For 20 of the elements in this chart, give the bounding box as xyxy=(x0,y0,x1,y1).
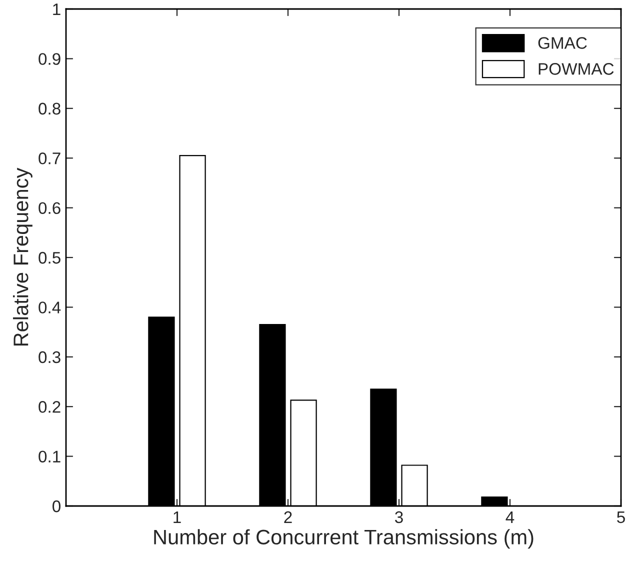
y-tick-label: 0.7 xyxy=(38,152,60,164)
y-tick-label: 0.6 xyxy=(38,202,60,214)
y-tick-label: 0.3 xyxy=(38,351,60,364)
x-tick-label: 4 xyxy=(506,511,514,523)
y-tick-label: 0 xyxy=(52,500,60,512)
y-tick-label: 1 xyxy=(53,4,60,16)
legend-label: POWMAC xyxy=(538,63,614,75)
x-tick-label: 3 xyxy=(395,511,403,524)
x-tick-label: 2 xyxy=(284,511,292,523)
y-tick-label: 0.9 xyxy=(38,53,60,65)
legend-label: GMAC xyxy=(538,37,587,49)
y-tick-label: 0.1 xyxy=(38,450,60,463)
y-tick-label: 0.8 xyxy=(38,102,60,115)
x-axis-title: Number of Concurrent Transmissions (m) xyxy=(154,529,534,549)
y-axis-title: Relative Frequency xyxy=(12,168,32,346)
x-tick-label: 1 xyxy=(174,511,181,523)
y-tick-label: 0.2 xyxy=(38,401,60,413)
y-tick-label: 0.5 xyxy=(38,252,60,264)
x-tick-label: 5 xyxy=(617,511,625,524)
y-tick-label: 0.4 xyxy=(38,302,61,314)
